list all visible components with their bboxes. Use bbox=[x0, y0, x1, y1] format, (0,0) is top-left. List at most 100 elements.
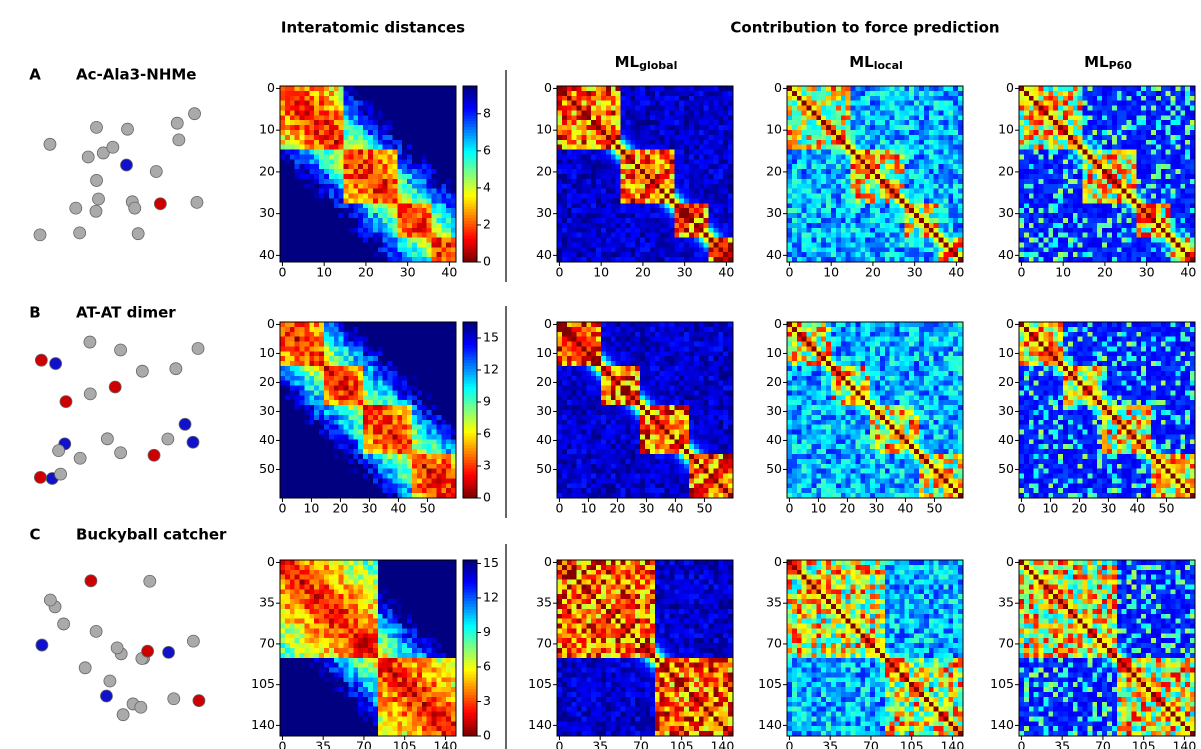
heatmap-cell bbox=[1087, 110, 1092, 115]
heatmap-cell bbox=[811, 179, 816, 184]
heatmap-cell bbox=[1078, 150, 1083, 155]
heatmap-cell bbox=[348, 203, 353, 208]
heatmap-cell bbox=[1166, 174, 1171, 179]
heatmap-cell bbox=[1127, 145, 1132, 150]
heatmap-cell bbox=[1151, 135, 1156, 140]
heatmap-cell bbox=[885, 96, 890, 101]
heatmap-cell bbox=[368, 184, 373, 189]
heatmap-cell bbox=[432, 208, 437, 213]
heatmap-cell bbox=[1078, 130, 1083, 135]
heatmap-cell bbox=[860, 154, 865, 159]
heatmap-cell bbox=[836, 223, 841, 228]
heatmap-cell bbox=[280, 174, 285, 179]
heatmap-cell bbox=[1029, 125, 1034, 130]
heatmap-cell bbox=[373, 145, 378, 150]
heatmap-cell bbox=[718, 159, 723, 164]
heatmap-cell bbox=[383, 238, 388, 243]
heatmap-cell bbox=[591, 120, 596, 125]
heatmap-cell bbox=[363, 96, 368, 101]
heatmap-cell bbox=[591, 247, 596, 252]
heatmap-cell bbox=[865, 218, 870, 223]
heatmap-cell bbox=[899, 101, 904, 106]
heatmap-cell bbox=[934, 218, 939, 223]
heatmap-cell bbox=[797, 150, 802, 155]
heatmap-cell bbox=[669, 145, 674, 150]
heatmap-cell bbox=[1087, 169, 1092, 174]
heatmap-cell bbox=[924, 208, 929, 213]
heatmap-cell bbox=[1019, 198, 1024, 203]
heatmap-cell bbox=[640, 164, 645, 169]
heatmap-cell bbox=[1146, 159, 1151, 164]
heatmap-cell bbox=[358, 159, 363, 164]
heatmap-cell bbox=[679, 184, 684, 189]
heatmap-cell bbox=[684, 91, 689, 96]
heatmap-cell bbox=[1058, 228, 1063, 233]
heatmap-cell bbox=[660, 223, 665, 228]
heatmap-cell bbox=[290, 174, 295, 179]
heatmap-cell bbox=[353, 86, 358, 91]
heatmap-cell bbox=[422, 120, 427, 125]
heatmap-cell bbox=[704, 169, 709, 174]
heatmap-cell bbox=[1058, 164, 1063, 169]
heatmap-cell bbox=[645, 218, 650, 223]
heatmap-cell bbox=[880, 169, 885, 174]
heatmap-cell bbox=[694, 242, 699, 247]
heatmap-cell bbox=[709, 110, 714, 115]
heatmap-cell bbox=[324, 203, 329, 208]
heatmap-cell bbox=[373, 164, 378, 169]
heatmap-cell bbox=[679, 218, 684, 223]
heatmap-cell bbox=[621, 159, 626, 164]
heatmap-cell bbox=[562, 154, 567, 159]
heatmap-cell bbox=[1151, 203, 1156, 208]
heatmap-cell bbox=[1073, 135, 1078, 140]
heatmap-cell bbox=[665, 150, 670, 155]
heatmap-cell bbox=[826, 184, 831, 189]
heatmap-cell bbox=[344, 213, 349, 218]
heatmap-cell bbox=[436, 213, 441, 218]
heatmap-cell bbox=[709, 189, 714, 194]
heatmap-cell bbox=[699, 169, 704, 174]
heatmap-cell bbox=[880, 135, 885, 140]
heatmap-cell bbox=[1058, 140, 1063, 145]
heatmap-cell bbox=[1019, 150, 1024, 155]
heatmap-cell bbox=[855, 150, 860, 155]
heatmap-cell bbox=[899, 145, 904, 150]
heatmap-cell bbox=[645, 145, 650, 150]
heatmap-cell bbox=[422, 130, 427, 135]
heatmap-cell bbox=[939, 106, 944, 111]
heatmap-cell bbox=[655, 169, 660, 174]
heatmap-cell bbox=[353, 198, 358, 203]
heatmap-cell bbox=[402, 247, 407, 252]
heatmap-cell bbox=[348, 96, 353, 101]
heatmap-cell bbox=[1131, 208, 1136, 213]
heatmap-cell bbox=[914, 145, 919, 150]
heatmap-cell bbox=[378, 110, 383, 115]
heatmap-cell bbox=[577, 179, 582, 184]
heatmap-cell bbox=[841, 238, 846, 243]
heatmap-cell bbox=[446, 228, 451, 233]
heatmap-cell bbox=[601, 242, 606, 247]
heatmap-cell bbox=[304, 194, 309, 199]
heatmap-cell bbox=[324, 159, 329, 164]
heatmap-cell bbox=[616, 91, 621, 96]
heatmap-cell bbox=[669, 140, 674, 145]
heatmap-cell bbox=[392, 125, 397, 130]
heatmap-cell bbox=[567, 228, 572, 233]
heatmap-cell bbox=[811, 233, 816, 238]
heatmap-cell bbox=[586, 174, 591, 179]
heatmap-cell bbox=[324, 101, 329, 106]
heatmap-cell bbox=[1024, 150, 1029, 155]
heatmap-cell bbox=[709, 208, 714, 213]
heatmap-cell bbox=[1043, 96, 1048, 101]
heatmap-cell bbox=[1117, 115, 1122, 120]
heatmap-cell bbox=[660, 179, 665, 184]
heatmap-cell bbox=[694, 179, 699, 184]
heatmap-cell bbox=[304, 110, 309, 115]
heatmap-cell bbox=[1127, 101, 1132, 106]
heatmap-cell bbox=[285, 115, 290, 120]
heatmap-cell bbox=[567, 164, 572, 169]
heatmap-cell bbox=[363, 198, 368, 203]
heatmap-cell bbox=[953, 125, 958, 130]
heatmap-cell bbox=[368, 208, 373, 213]
heatmap-cell bbox=[1058, 189, 1063, 194]
